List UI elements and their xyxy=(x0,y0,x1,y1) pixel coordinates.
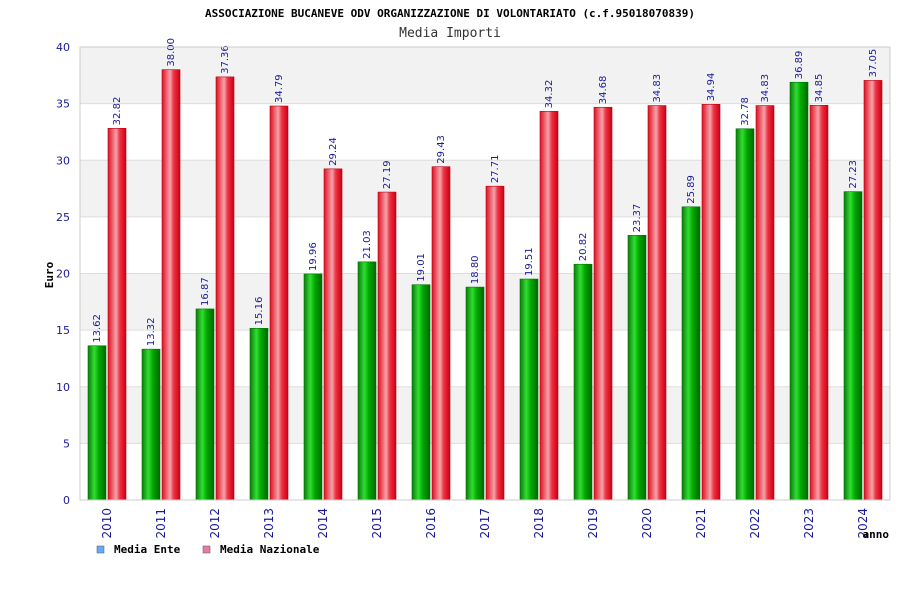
value-label: 34.32 xyxy=(544,80,555,109)
value-label: 21.03 xyxy=(362,230,373,259)
value-label: 36.89 xyxy=(794,51,805,80)
value-label: 34.85 xyxy=(814,74,825,103)
bar-media-ente xyxy=(520,279,538,500)
x-tick-label: 2020 xyxy=(640,508,654,539)
value-label: 16.87 xyxy=(200,277,211,306)
y-axis-ticks: 0 5 10 15 20 25 30 35 40 xyxy=(56,41,70,507)
value-label: 19.51 xyxy=(524,247,535,276)
bar-media-ente xyxy=(736,129,754,500)
legend: Media Ente Media Nazionale xyxy=(97,543,320,556)
bar-media-nazionale xyxy=(702,104,720,500)
x-axis-label: anno xyxy=(863,528,890,541)
bar-media-nazionale xyxy=(864,80,882,500)
value-label: 34.79 xyxy=(274,74,285,103)
legend-swatch-media-nazionale xyxy=(203,546,210,553)
bar-media-ente xyxy=(304,274,322,500)
bar-media-ente xyxy=(790,82,808,500)
y-tick-label: 35 xyxy=(56,98,70,111)
x-tick-label: 2016 xyxy=(424,508,438,539)
y-tick-label: 5 xyxy=(63,437,70,450)
value-label: 29.24 xyxy=(328,137,339,166)
y-tick-label: 40 xyxy=(56,41,70,54)
y-tick-label: 0 xyxy=(63,494,70,507)
bar-media-ente xyxy=(628,235,646,500)
y-tick-label: 15 xyxy=(56,324,70,337)
x-tick-label: 2023 xyxy=(802,508,816,539)
value-label: 15.16 xyxy=(254,297,265,326)
x-tick-label: 2018 xyxy=(532,508,546,539)
legend-swatch-media-ente xyxy=(97,546,104,553)
bar-media-nazionale xyxy=(270,106,288,500)
chart-title: ASSOCIAZIONE BUCANEVE ODV ORGANIZZAZIONE… xyxy=(205,7,695,20)
value-label: 18.80 xyxy=(470,255,481,284)
legend-label-media-nazionale: Media Nazionale xyxy=(220,543,320,556)
y-tick-label: 10 xyxy=(56,381,70,394)
x-tick-label: 2021 xyxy=(694,508,708,539)
bar-media-ente xyxy=(574,264,592,500)
bar-media-ente xyxy=(196,309,214,500)
chart-subtitle: Media Importi xyxy=(399,26,501,41)
bar-media-nazionale xyxy=(432,167,450,500)
bar-media-ente xyxy=(358,262,376,500)
x-tick-label: 2013 xyxy=(262,508,276,539)
x-tick-label: 2014 xyxy=(316,508,330,539)
x-tick-label: 2015 xyxy=(370,508,384,539)
bar-media-nazionale xyxy=(216,77,234,500)
value-label: 20.82 xyxy=(578,233,589,262)
value-label: 37.36 xyxy=(220,45,231,74)
x-tick-label: 2011 xyxy=(154,508,168,539)
bar-media-nazionale xyxy=(756,106,774,500)
bar-media-ente xyxy=(250,328,268,500)
value-label: 29.43 xyxy=(436,135,447,164)
bar-media-nazionale xyxy=(648,106,666,500)
value-label: 34.68 xyxy=(598,76,609,105)
bar-media-ente xyxy=(88,346,106,500)
bar-media-ente xyxy=(682,207,700,500)
bar-media-nazionale xyxy=(486,186,504,500)
bar-media-nazionale xyxy=(810,105,828,500)
value-label: 27.19 xyxy=(382,160,393,189)
bar-media-nazionale xyxy=(540,111,558,500)
bar-media-nazionale xyxy=(162,70,180,500)
y-tick-label: 30 xyxy=(56,154,70,167)
value-label: 23.37 xyxy=(632,204,643,233)
x-tick-label: 2010 xyxy=(100,508,114,539)
bar-media-nazionale xyxy=(324,169,342,500)
bar-media-nazionale xyxy=(594,107,612,500)
value-label: 34.94 xyxy=(706,73,717,102)
y-tick-label: 20 xyxy=(56,268,70,281)
value-label: 34.83 xyxy=(652,74,663,103)
x-axis-ticks: 2010 2011 2012 2013 2014 2015 2016 2017 2018 2019… xyxy=(100,508,870,539)
value-label: 27.23 xyxy=(848,160,859,189)
value-label: 27.71 xyxy=(490,155,501,184)
value-label: 37.05 xyxy=(868,49,879,78)
x-tick-label: 2019 xyxy=(586,508,600,539)
bar-media-ente xyxy=(142,349,160,500)
value-label: 34.83 xyxy=(760,74,771,103)
value-label: 13.62 xyxy=(92,314,103,343)
value-label: 32.78 xyxy=(740,97,751,126)
bar-media-nazionale xyxy=(378,192,396,500)
y-tick-label: 25 xyxy=(56,211,70,224)
bar-media-ente xyxy=(412,285,430,500)
value-label: 19.01 xyxy=(416,253,427,282)
value-label: 19.96 xyxy=(308,242,319,271)
value-label: 13.32 xyxy=(146,318,157,347)
x-tick-label: 2022 xyxy=(748,508,762,539)
bar-media-ente xyxy=(844,192,862,500)
bar-media-ente xyxy=(466,287,484,500)
bar-media-nazionale xyxy=(108,128,126,500)
x-tick-label: 2017 xyxy=(478,508,492,539)
value-label: 25.89 xyxy=(686,175,697,204)
y-axis-label: Euro xyxy=(43,261,56,288)
legend-label-media-ente: Media Ente xyxy=(114,543,181,556)
x-tick-label: 2012 xyxy=(208,508,222,539)
value-label: 32.82 xyxy=(112,97,123,126)
value-label: 38.00 xyxy=(166,38,177,67)
